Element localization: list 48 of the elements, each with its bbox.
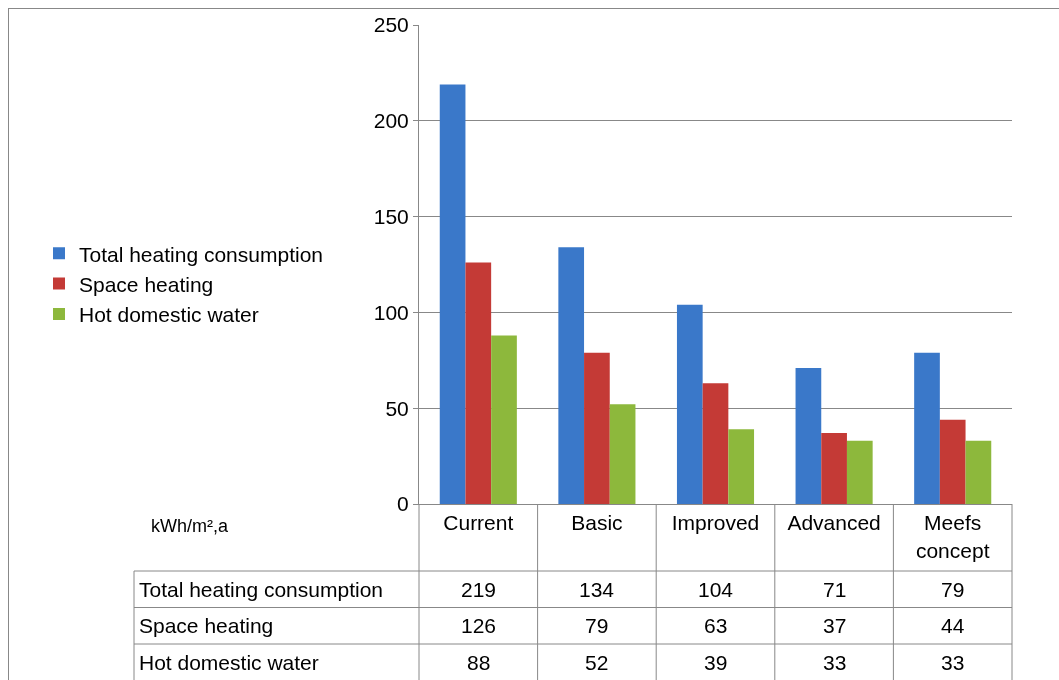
y-tick-label: 0 <box>397 492 409 516</box>
legend-label: Total heating consumption <box>79 242 323 266</box>
legend-label: Space heating <box>79 272 214 296</box>
bar <box>609 404 636 504</box>
data-label: 71 <box>823 578 847 601</box>
data-label: 63 <box>704 614 728 637</box>
data-label: 37 <box>823 614 847 637</box>
bar <box>795 367 822 504</box>
data-label: 33 <box>941 651 965 674</box>
x-tick-label: Current <box>443 511 514 535</box>
y-tick-label: 150 <box>373 204 409 228</box>
bar <box>846 440 873 504</box>
x-tick-label: Meefs concept <box>915 511 990 562</box>
data-label: 33 <box>823 651 847 674</box>
bar <box>465 262 492 504</box>
y-tick-label: 250 <box>373 13 409 37</box>
data-label: 79 <box>585 614 609 637</box>
bar <box>439 84 466 504</box>
bar <box>728 429 755 504</box>
data-label: 52 <box>585 651 609 674</box>
data-label: 79 <box>941 578 965 601</box>
y-tick-label: 100 <box>373 300 409 324</box>
data-label: 44 <box>941 614 965 637</box>
text: Total heating consumption <box>139 578 383 601</box>
bar <box>702 383 729 504</box>
bar <box>584 352 610 504</box>
data-label: 134 <box>579 578 615 601</box>
x-tick-label: Basic <box>571 511 623 535</box>
bar <box>914 352 940 504</box>
y-tick-label: 200 <box>373 109 409 133</box>
data-label: 39 <box>704 651 728 674</box>
bar <box>558 247 585 504</box>
bar <box>965 440 992 504</box>
bar <box>821 433 847 504</box>
text: Hot domestic water <box>139 651 319 674</box>
y-tick-label: 50 <box>385 396 409 420</box>
text: kWh/m²,a <box>151 516 229 536</box>
x-tick-label: Improved <box>671 511 760 535</box>
bar <box>939 419 966 504</box>
data-label: 126 <box>461 614 497 637</box>
data-label: 88 <box>467 651 491 674</box>
text: Space heating <box>139 614 274 637</box>
data-label: 104 <box>698 578 734 601</box>
x-tick-label: Advanced <box>787 511 881 535</box>
data-label: 219 <box>461 578 497 601</box>
bar <box>676 304 703 504</box>
legend-label: Hot domestic water <box>79 303 259 327</box>
bar <box>491 335 517 504</box>
